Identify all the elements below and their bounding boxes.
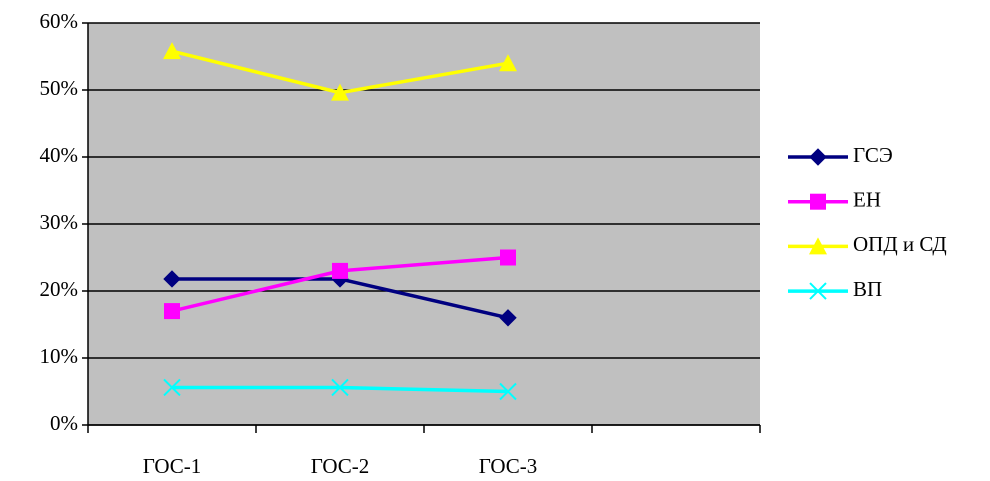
y-tick-label: 10% (40, 344, 79, 368)
marker (163, 378, 181, 397)
marker (331, 378, 349, 397)
legend-marker (809, 148, 827, 166)
marker (500, 249, 516, 266)
x-tick-label: ГОС-2 (311, 454, 370, 478)
marker (331, 83, 349, 101)
y-tick-label: 40% (40, 143, 79, 167)
marker (499, 54, 517, 72)
y-tick-label: 60% (40, 9, 79, 33)
y-tick-label: 20% (40, 277, 79, 301)
legend-label: ЕН (853, 188, 881, 212)
marker (499, 309, 517, 327)
marker (164, 303, 180, 320)
y-tick-label: 50% (40, 76, 79, 100)
marker (332, 262, 348, 279)
marker (499, 382, 517, 401)
legend-label: ОПД и СД (853, 232, 947, 256)
legend-label: ГСЭ (853, 143, 893, 167)
y-tick-label: 30% (40, 210, 79, 234)
legend-marker (809, 237, 827, 255)
legend-marker (810, 193, 826, 210)
marker (163, 42, 181, 60)
x-tick-label: ГОС-3 (479, 454, 538, 478)
y-tick-label: 0% (50, 411, 78, 435)
marker (163, 270, 181, 288)
legend-marker (809, 282, 827, 300)
legend-label: ВП (853, 277, 882, 301)
x-tick-label: ГОС-1 (143, 454, 202, 478)
